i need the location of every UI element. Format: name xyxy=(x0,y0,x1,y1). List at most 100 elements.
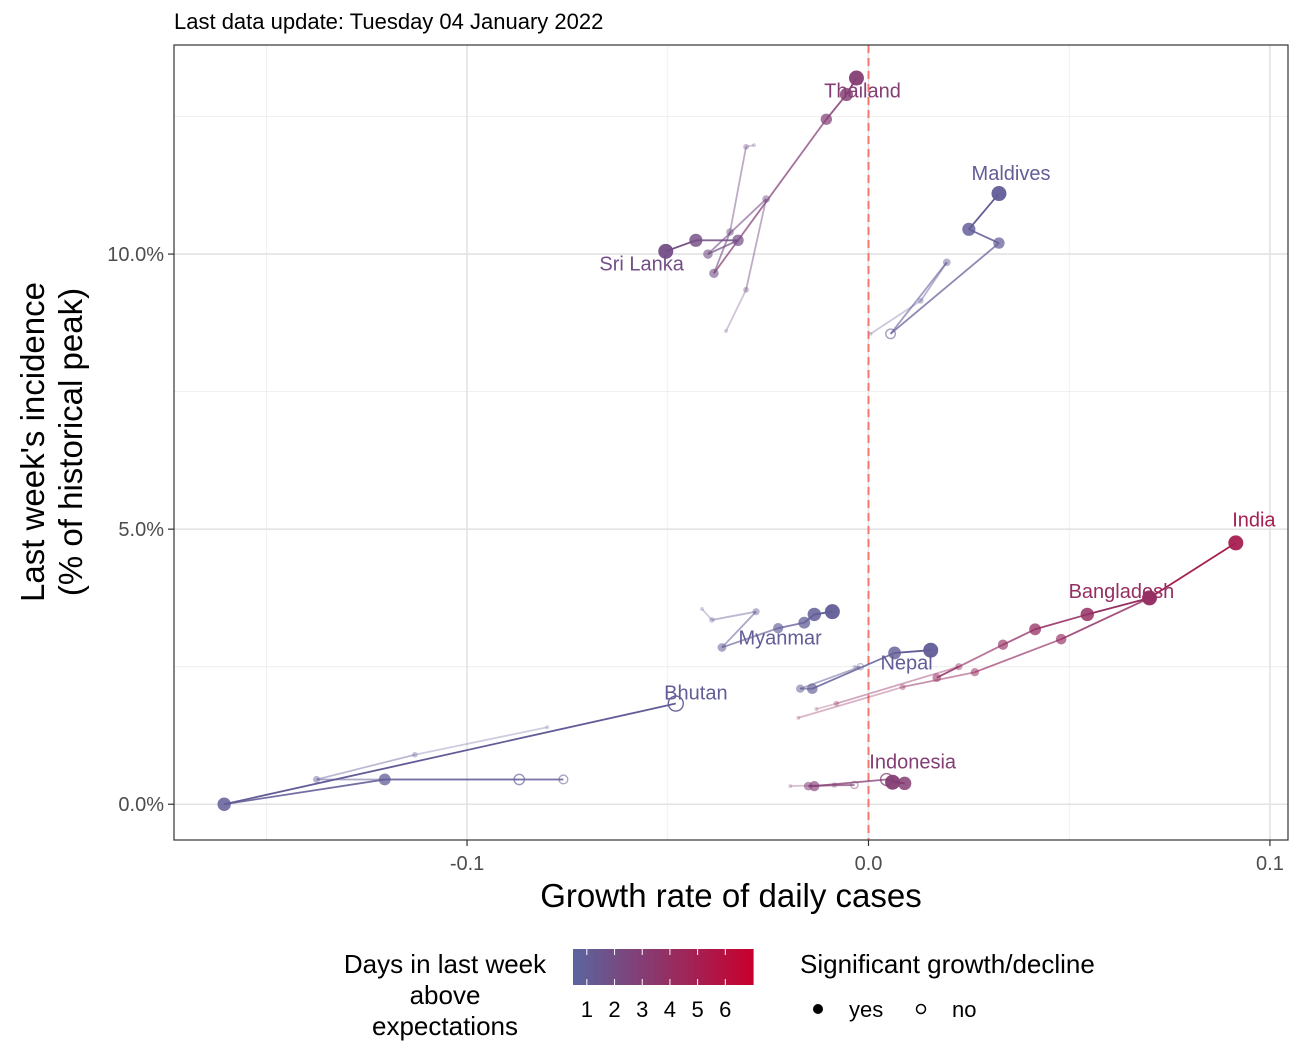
trajectory-segment-india xyxy=(974,638,1062,674)
trajectory-segment-bangladesh xyxy=(816,702,837,710)
data-point-indonesia xyxy=(809,780,820,792)
trajectory-segment-bangladesh xyxy=(1002,628,1036,646)
trajectory-segment-bhutan xyxy=(414,726,548,756)
colorbar-segment xyxy=(583,949,589,985)
colorbar-segment xyxy=(643,949,649,985)
series-maldives xyxy=(868,186,1007,340)
data-point-bangladesh xyxy=(814,707,819,712)
trajectory-segment-thailand xyxy=(745,144,755,148)
trajectory-segment-indonesia xyxy=(814,778,887,787)
colorbar-segment xyxy=(653,949,659,985)
data-point-nepal xyxy=(796,684,805,693)
trajectory-segment-maldives xyxy=(889,261,948,335)
trajectory-segment-thailand xyxy=(729,146,747,233)
data-point-india xyxy=(1228,535,1244,551)
data-point-maldives xyxy=(993,237,1005,249)
colorbar-segment xyxy=(738,949,744,985)
country-label-myanmar: Myanmar xyxy=(738,628,822,650)
data-point-india xyxy=(970,667,980,677)
trajectory-segment-sri-lanka xyxy=(707,198,767,255)
chart-subtitle: Last data update: Tuesday 04 January 202… xyxy=(174,9,603,34)
x-tick-label: -0.1 xyxy=(450,853,484,875)
data-point-sri-lanka xyxy=(723,329,728,334)
trajectory-segment-maldives xyxy=(889,242,1000,335)
y-tick-label: 0.0% xyxy=(118,794,164,816)
colorbar-segment xyxy=(698,949,704,985)
colorbar-segment xyxy=(638,949,644,985)
colorbar-segment xyxy=(648,949,654,985)
legend-color-title-line2: above xyxy=(410,980,481,1010)
data-point-nepal xyxy=(852,664,857,669)
data-point-myanmar xyxy=(717,643,727,652)
colorbar-segment xyxy=(613,949,619,985)
colorbar-segment xyxy=(588,949,594,985)
data-point-bangladesh xyxy=(932,673,942,683)
trajectory-segment-bhutan xyxy=(224,778,385,806)
colorbar-segment xyxy=(628,949,634,985)
colorbar-segment xyxy=(708,949,714,985)
series-bangladesh xyxy=(814,590,1158,712)
country-label-maldives: Maldives xyxy=(972,163,1051,185)
legend-color-title-line3: expectations xyxy=(372,1011,518,1041)
data-point-myanmar xyxy=(709,617,715,623)
data-point-bhutan xyxy=(558,774,569,785)
data-point-thailand xyxy=(709,268,719,279)
legend-shape-filled-key xyxy=(813,1004,823,1014)
data-point-bhutan xyxy=(217,797,231,811)
y-tick-label: 10.0% xyxy=(107,244,164,266)
data-point-nepal xyxy=(806,683,818,695)
data-point-thailand xyxy=(839,87,853,102)
data-point-indonesia xyxy=(831,782,838,788)
legend-shape-title: Significant growth/decline xyxy=(800,949,1095,979)
data-point-bhutan xyxy=(378,773,391,786)
country-label-indonesia: Indonesia xyxy=(869,751,957,773)
colorbar-segment xyxy=(718,949,724,985)
data-point-bangladesh xyxy=(1080,607,1094,622)
colorbar-segment xyxy=(633,949,639,985)
colorbar-segment xyxy=(658,949,664,985)
data-point-bhutan xyxy=(513,773,526,786)
colorbar-label: 1 xyxy=(581,997,593,1022)
data-point-bhutan xyxy=(667,695,685,712)
colorbar-segment xyxy=(713,949,719,985)
data-point-maldives xyxy=(942,258,951,267)
trajectory-segment-myanmar xyxy=(701,608,713,621)
colorbar-segment xyxy=(688,949,694,985)
plot-border xyxy=(173,44,1289,841)
colorbar-segment xyxy=(573,949,579,985)
data-point-thailand xyxy=(820,113,833,125)
trajectory-segment-bhutan xyxy=(223,702,676,806)
series-sri-lanka xyxy=(658,195,770,334)
plot-panel xyxy=(174,45,1288,840)
data-point-thailand xyxy=(848,70,864,86)
legend-shape-open-key xyxy=(915,1003,927,1015)
data-point-sri-lanka xyxy=(703,249,713,259)
data-point-myanmar xyxy=(824,604,840,620)
trajectory-segment-india xyxy=(1149,542,1237,599)
y-tick-label: 5.0% xyxy=(118,519,164,541)
trajectory-segment-myanmar xyxy=(721,611,757,649)
y-axis-title-line2: (% of historical peak) xyxy=(52,288,89,596)
series-indonesia xyxy=(788,772,912,792)
colorbar-segment xyxy=(663,949,669,985)
grid xyxy=(174,45,1288,840)
data-point-sri-lanka xyxy=(743,286,749,293)
colorbar-segment xyxy=(683,949,689,985)
country-label-thailand: Thailand xyxy=(824,80,901,102)
colorbar-segment xyxy=(733,949,739,985)
data-point-myanmar xyxy=(699,606,704,611)
colorbar-segment xyxy=(673,949,679,985)
x-axis-title: Growth rate of daily cases xyxy=(540,877,922,914)
colorbar-segment xyxy=(578,949,584,985)
colorbar-segment xyxy=(693,949,699,985)
trajectory-segment-maldives xyxy=(968,192,1000,230)
series-nepal xyxy=(796,642,939,695)
colorbar-label: 4 xyxy=(664,997,676,1022)
y-axis-title-line1: Last week's incidence xyxy=(14,282,51,602)
country-label-sri-lanka: Sri Lanka xyxy=(599,254,684,276)
data-point-sri-lanka xyxy=(689,233,703,247)
trajectory-segment-india xyxy=(1060,597,1150,641)
data-point-india xyxy=(1055,633,1067,645)
data-point-myanmar xyxy=(807,607,822,622)
